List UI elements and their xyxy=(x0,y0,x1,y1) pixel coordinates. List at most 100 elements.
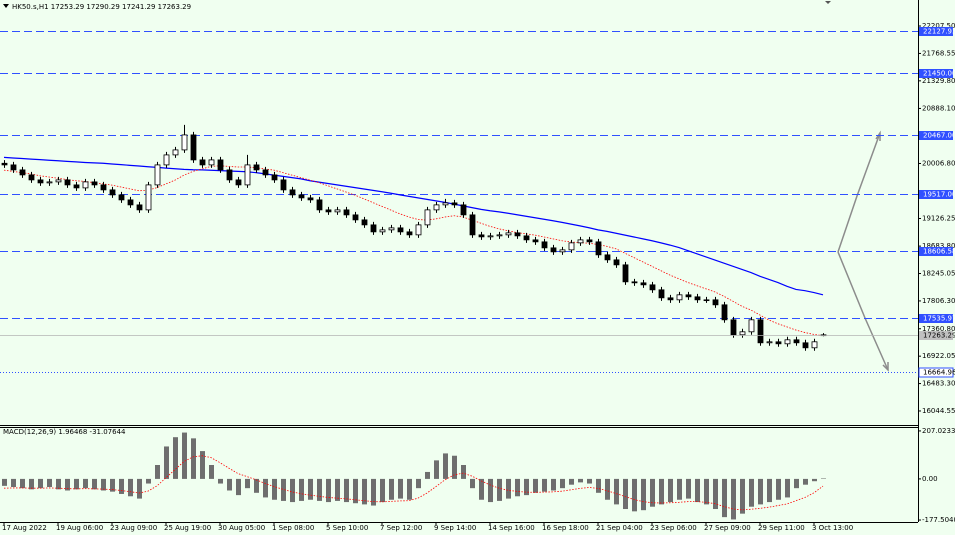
x-tick-label: 23 Aug 09:00 xyxy=(110,524,157,532)
y-tick-label: 21329.80 xyxy=(922,77,955,85)
histogram-bar xyxy=(155,465,160,479)
candle-body xyxy=(433,204,440,211)
candle-body xyxy=(595,241,602,256)
candle-body xyxy=(775,341,782,345)
histogram-bar xyxy=(29,478,34,490)
candle-body xyxy=(496,234,503,237)
histogram-bar xyxy=(56,478,61,490)
candle-body xyxy=(100,184,107,191)
y-tick-label: 20888.10 xyxy=(922,104,955,112)
histogram-bar xyxy=(200,451,205,479)
x-tick-label: 3 Oct 13:00 xyxy=(812,524,853,532)
histogram-bar xyxy=(164,446,169,479)
candle-body xyxy=(46,181,53,184)
candle-body xyxy=(622,264,629,283)
candle-body xyxy=(163,154,170,166)
y-tick-label: 17360.80 xyxy=(922,325,955,333)
candle-body xyxy=(451,202,458,206)
candle-body xyxy=(280,179,287,191)
x-tick-label: 14 Sep 16:00 xyxy=(488,524,535,532)
histogram-bar xyxy=(695,478,700,503)
candle-body xyxy=(352,214,359,221)
candle-body xyxy=(703,299,710,302)
candle-body xyxy=(811,341,818,349)
candle-body xyxy=(127,199,134,206)
candle-body xyxy=(631,281,638,284)
histogram-bar xyxy=(263,478,268,498)
histogram-bar xyxy=(425,471,430,479)
candle-body xyxy=(289,189,296,196)
shift-marker xyxy=(825,1,831,4)
candle-body xyxy=(136,204,143,211)
candle-body xyxy=(316,199,323,211)
histogram-bar xyxy=(11,478,16,488)
histogram-bar xyxy=(74,478,79,490)
histogram-bar xyxy=(605,478,610,500)
histogram-bar xyxy=(2,478,7,486)
candle-body xyxy=(55,179,62,183)
x-tick-label: 23 Sep 06:00 xyxy=(650,524,697,532)
candle-body xyxy=(379,229,386,233)
candle-body xyxy=(487,235,494,238)
y-tick-label: 17806.30 xyxy=(922,297,955,305)
candle-body xyxy=(676,294,683,301)
histogram-bar xyxy=(227,478,232,491)
x-tick-label: 7 Sep 12:00 xyxy=(380,524,422,532)
histogram-bar xyxy=(182,432,187,479)
histogram-bar xyxy=(110,478,115,492)
menu-triangle[interactable] xyxy=(3,4,9,8)
candle-body xyxy=(460,204,467,216)
histogram-bar xyxy=(668,478,673,503)
moving-average xyxy=(3,156,824,296)
histogram-bar xyxy=(821,478,826,479)
histogram-bar xyxy=(623,478,628,510)
histogram-bar xyxy=(542,478,547,492)
histogram-bar xyxy=(245,478,250,489)
candle-body xyxy=(388,227,395,231)
y-tick-label: 16922.05 xyxy=(922,352,955,360)
candle-body xyxy=(181,134,188,151)
histogram-bar xyxy=(560,478,565,489)
candle-body xyxy=(559,249,566,253)
histogram-bar xyxy=(641,478,646,511)
histogram-bar xyxy=(461,465,466,479)
candle-body xyxy=(469,214,476,236)
histogram-bar xyxy=(47,478,52,488)
histogram-bar xyxy=(191,438,196,479)
histogram-bar xyxy=(101,478,106,491)
level-label: 17535.97 xyxy=(923,315,955,323)
histogram-bar xyxy=(389,478,394,500)
histogram-bar xyxy=(551,478,556,491)
histogram-bar xyxy=(209,465,214,479)
histogram-bar xyxy=(254,478,259,493)
y-tick-label: 207.02333 xyxy=(922,427,955,435)
candle-body xyxy=(190,134,197,161)
candle-body xyxy=(784,339,791,345)
level-label-bg xyxy=(919,190,953,199)
candle-body xyxy=(739,331,746,336)
candle-body xyxy=(28,174,35,181)
histogram-bar xyxy=(524,478,529,496)
candle-body xyxy=(685,294,692,298)
indicator-title: MACD(12,26,9) 1.96468 -31.07644 xyxy=(3,428,126,436)
histogram-bar xyxy=(722,478,727,518)
x-tick-label: 19 Aug 06:00 xyxy=(56,524,103,532)
y-tick-label: 18683.80 xyxy=(922,242,955,250)
candle-body xyxy=(19,169,26,176)
histogram-bar xyxy=(371,478,376,506)
candle-body xyxy=(514,232,521,237)
candle-body xyxy=(586,239,593,243)
x-tick-label: 25 Aug 19:00 xyxy=(164,524,211,532)
histogram-bar xyxy=(119,478,124,494)
candle-body xyxy=(658,289,665,299)
candle-body xyxy=(1,162,8,166)
histogram-bar xyxy=(515,478,520,497)
candle-body xyxy=(154,164,161,186)
histogram-bar xyxy=(614,478,619,505)
histogram-bar xyxy=(443,453,448,479)
candle-body xyxy=(505,232,512,236)
y-tick-label: 0.00 xyxy=(922,475,938,483)
histogram-bar xyxy=(398,478,403,499)
histogram-bar xyxy=(173,437,178,479)
